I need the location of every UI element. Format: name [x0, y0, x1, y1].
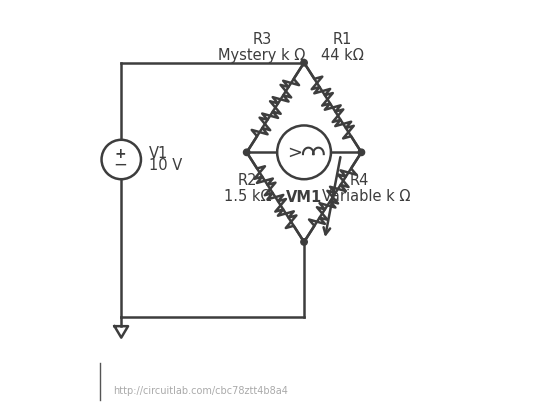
Text: 10 V: 10 V	[149, 158, 182, 173]
Text: —∼—▶LAB: —∼—▶LAB	[7, 387, 63, 397]
Text: 1.5 kΩ: 1.5 kΩ	[224, 189, 271, 204]
Circle shape	[301, 60, 307, 66]
Text: CIRCUIT: CIRCUIT	[7, 367, 57, 377]
Text: −: −	[113, 156, 127, 174]
Text: Variable k Ω: Variable k Ω	[321, 189, 410, 204]
Text: hoglunde / Lab 2 - Circuit 3 (Wheatstone) New: hoglunde / Lab 2 - Circuit 3 (Wheatstone…	[113, 368, 355, 378]
Circle shape	[358, 149, 365, 156]
Text: +: +	[114, 147, 126, 161]
Text: 44 kΩ: 44 kΩ	[321, 48, 364, 63]
Circle shape	[244, 149, 250, 156]
Text: R2: R2	[238, 173, 257, 188]
Text: >: >	[288, 143, 302, 161]
Circle shape	[301, 239, 307, 245]
Circle shape	[102, 140, 141, 179]
Text: R4: R4	[350, 173, 369, 188]
Text: VM1: VM1	[286, 190, 322, 205]
Circle shape	[277, 126, 331, 179]
Text: V1: V1	[149, 145, 168, 160]
Text: R1: R1	[333, 32, 353, 47]
Text: http://circuitlab.com/cbc78ztt4b8a4: http://circuitlab.com/cbc78ztt4b8a4	[113, 386, 288, 396]
Text: R3: R3	[252, 32, 272, 47]
Text: Mystery k Ω: Mystery k Ω	[218, 48, 306, 63]
